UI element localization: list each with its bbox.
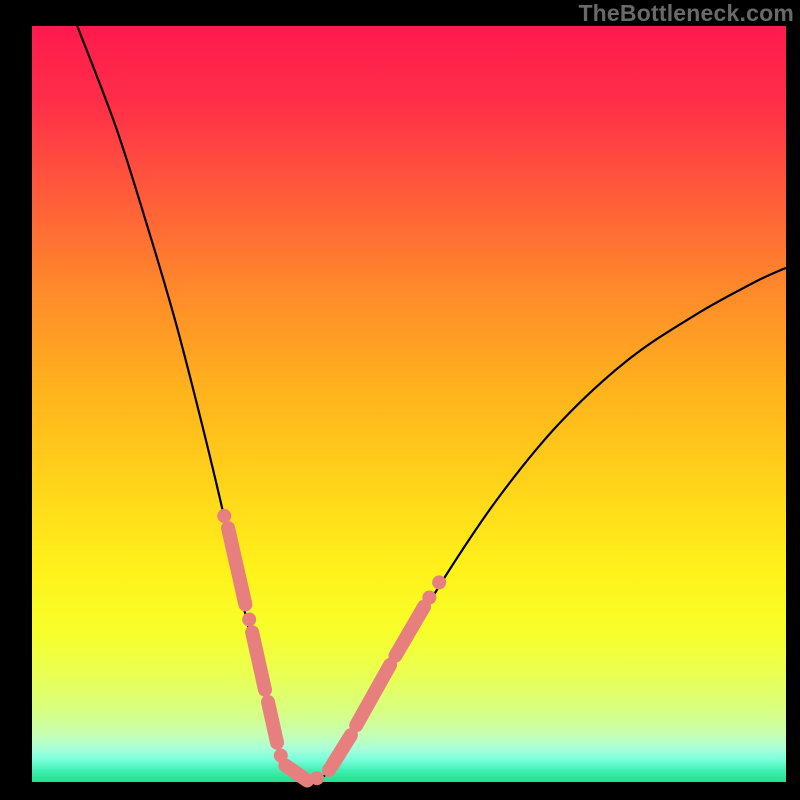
overlay-dot: [217, 509, 231, 523]
chart-svg: [0, 0, 800, 800]
overlay-dot: [432, 575, 446, 589]
overlay-dot: [242, 612, 256, 626]
plot-background: [32, 26, 786, 782]
overlay-segment: [268, 702, 277, 743]
overlay-dot: [310, 771, 324, 785]
watermark-text: TheBottleneck.com: [578, 0, 794, 27]
chart-stage: TheBottleneck.com: [0, 0, 800, 800]
overlay-dot: [422, 591, 436, 605]
